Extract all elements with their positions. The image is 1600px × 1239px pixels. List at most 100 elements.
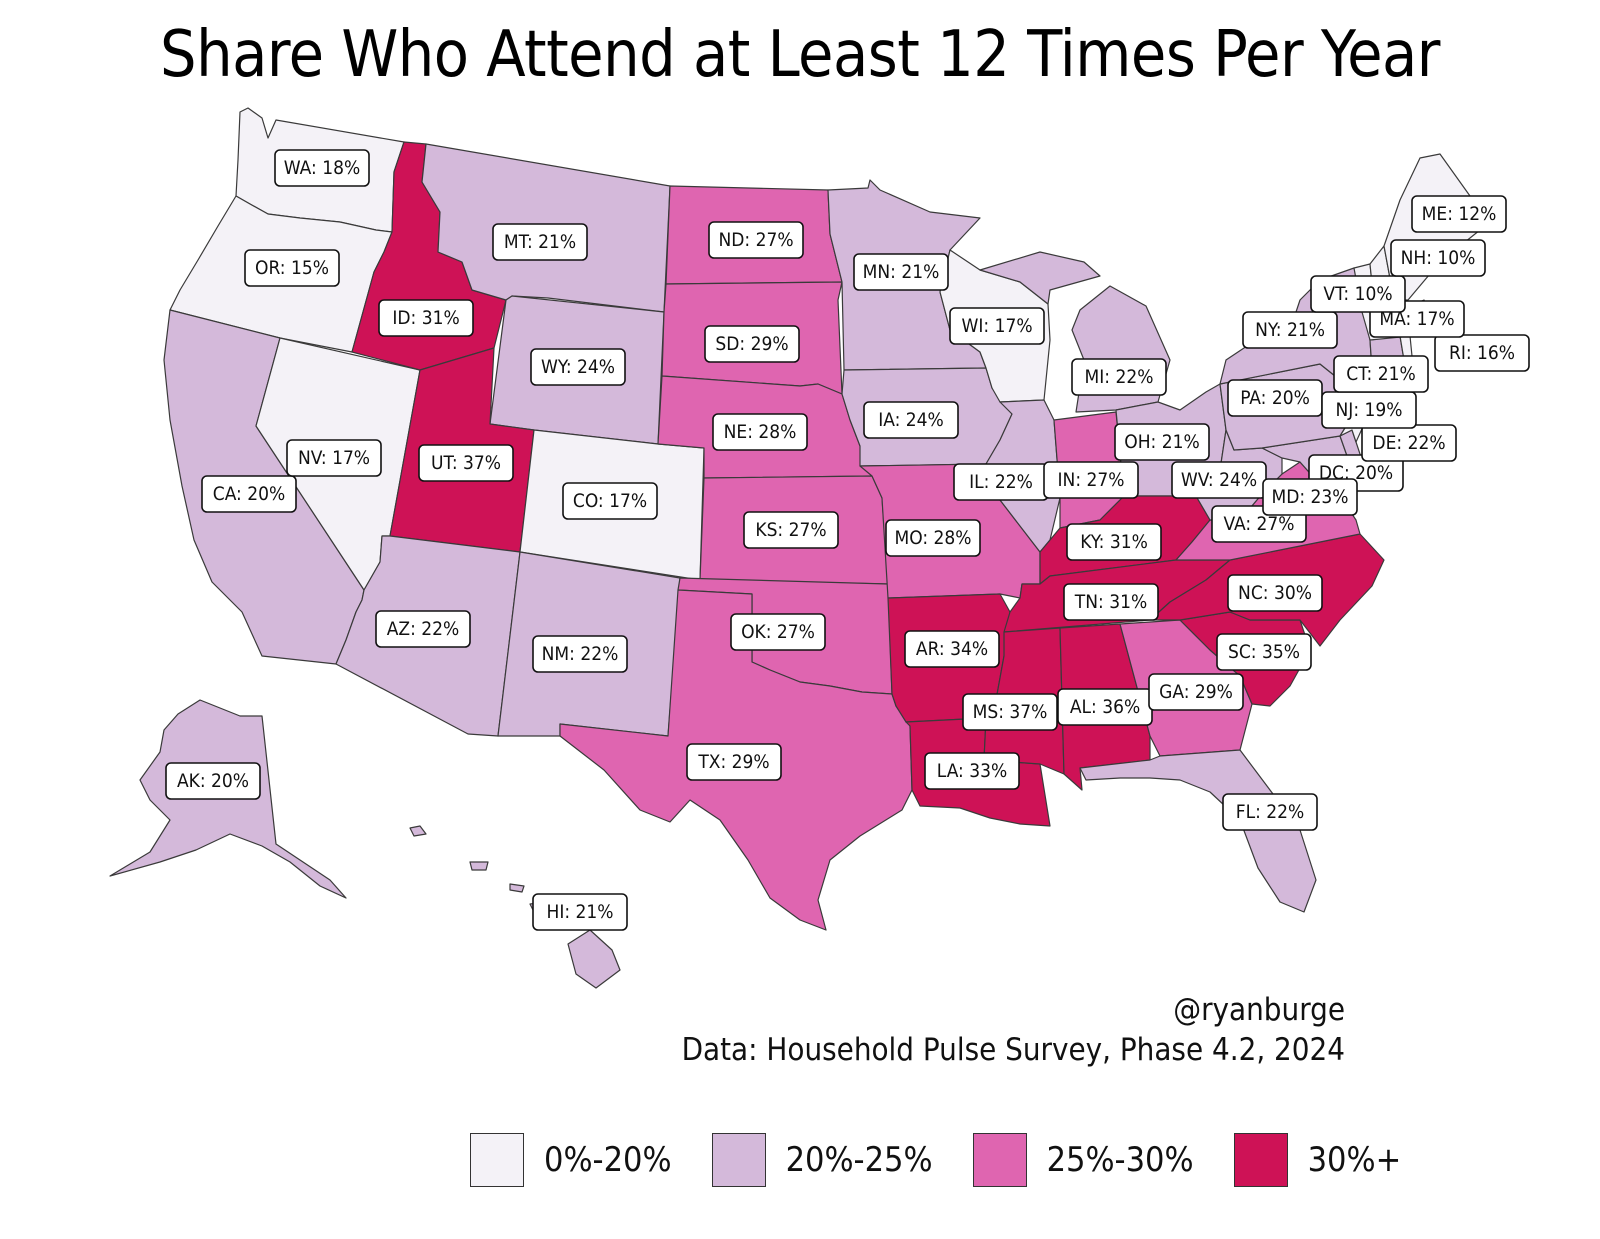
label-WY: WY: 24% (530, 348, 626, 386)
label-ND: ND: 27% (708, 221, 804, 259)
label-NE: NE: 28% (712, 413, 808, 451)
labels-layer: WA: 18% OR: 15% CA: 20% NV: 17% ID: 31% … (165, 149, 1530, 931)
label-WA: WA: 18% (274, 149, 370, 187)
legend-label-3: 30%+ (1307, 1140, 1402, 1180)
label-MT-text: MT: 21% (504, 231, 576, 253)
legend-swatch-3 (1233, 1133, 1288, 1187)
label-KY: KY: 31% (1066, 523, 1162, 561)
label-MA-text: MA: 17% (1379, 308, 1454, 330)
label-NC-text: NC: 30% (1238, 582, 1312, 604)
label-UT-text: UT: 37% (431, 452, 501, 474)
label-DE-text: DE: 22% (1372, 432, 1445, 454)
label-SD: SD: 29% (704, 325, 800, 363)
label-KS-text: KS: 27% (755, 519, 826, 541)
label-FL-text: FL: 22% (1236, 801, 1305, 823)
label-TX-text: TX: 29% (697, 751, 769, 773)
label-SC-text: SC: 35% (1228, 641, 1300, 663)
label-OK: OK: 27% (730, 613, 826, 651)
label-MN: MN: 21% (853, 253, 949, 291)
label-OH-text: OH: 21% (1124, 431, 1200, 453)
label-CT-text: CT: 21% (1346, 363, 1415, 385)
label-MO-text: MO: 28% (894, 527, 971, 549)
label-CA: CA: 20% (201, 475, 297, 513)
legend-item-0: 0%-20% (470, 1133, 672, 1187)
label-IA: IA: 24% (863, 401, 959, 439)
legend: 0%-20% 20%-25% 25%-30% 30%+ (470, 1130, 1441, 1190)
label-KY-text: KY: 31% (1080, 531, 1148, 553)
label-VA-text: VA: 27% (1223, 513, 1294, 535)
label-TX: TX: 29% (686, 743, 782, 781)
label-GA-text: GA: 29% (1159, 681, 1233, 703)
label-MO: MO: 28% (885, 519, 981, 557)
label-AL-text: AL: 36% (1070, 696, 1140, 718)
label-NM: NM: 22% (532, 635, 628, 673)
label-IN: IN: 27% (1043, 461, 1139, 499)
label-NV-text: NV: 17% (298, 447, 370, 469)
label-SD-text: SD: 29% (715, 333, 788, 355)
label-AZ-text: AZ: 22% (387, 618, 460, 640)
label-AR-text: AR: 34% (916, 638, 988, 660)
label-NY-text: NY: 21% (1255, 319, 1325, 341)
label-CA-text: CA: 20% (213, 483, 285, 505)
legend-item-1: 20%-25% (711, 1133, 933, 1187)
legend-label-0: 0%-20% (544, 1140, 672, 1180)
label-AK: AK: 20% (165, 762, 261, 800)
label-WA-text: WA: 18% (284, 157, 360, 179)
label-NC: NC: 30% (1227, 574, 1323, 612)
label-MS-text: MS: 37% (973, 701, 1048, 723)
label-AK-text: AK: 20% (177, 770, 249, 792)
label-NM-text: NM: 22% (542, 643, 619, 665)
label-TN-text: TN: 31% (1074, 591, 1147, 613)
label-WV: WV: 24% (1171, 461, 1267, 499)
label-HI: HI: 21% (532, 893, 628, 931)
label-MS: MS: 37% (962, 693, 1058, 731)
label-MN-text: MN: 21% (863, 261, 940, 283)
label-NJ: NJ: 19% (1321, 391, 1417, 429)
label-MI-text: MI: 22% (1085, 366, 1154, 388)
label-DE: DE: 22% (1361, 424, 1457, 462)
label-AZ: AZ: 22% (375, 610, 471, 648)
label-SC: SC: 35% (1216, 633, 1312, 671)
label-KS: KS: 27% (743, 511, 839, 549)
label-VT: VT: 10% (1310, 275, 1406, 313)
label-RI: RI: 16% (1434, 334, 1530, 372)
label-VT-text: VT: 10% (1323, 283, 1392, 305)
label-ME: ME: 12% (1411, 195, 1507, 233)
label-WI: WI: 17% (949, 307, 1045, 345)
label-MT: MT: 21% (492, 223, 588, 261)
label-WI-text: WI: 17% (961, 315, 1032, 337)
legend-swatch-0 (470, 1133, 524, 1187)
label-ID: ID: 31% (378, 299, 474, 337)
label-IA-text: IA: 24% (878, 409, 944, 431)
label-NJ-text: NJ: 19% (1335, 399, 1402, 421)
label-IN-text: IN: 27% (1057, 469, 1124, 491)
label-AR: AR: 34% (904, 630, 1000, 668)
label-OR: OR: 15% (244, 249, 340, 287)
label-CO-text: CO: 17% (573, 490, 647, 512)
map-title: Share Who Attend at Least 12 Times Per Y… (160, 18, 1440, 92)
label-FL: FL: 22% (1222, 793, 1318, 831)
label-NY: NY: 21% (1242, 311, 1338, 349)
label-MD-text: MD: 23% (1271, 486, 1348, 508)
label-RI-text: RI: 16% (1449, 342, 1515, 364)
label-NV: NV: 17% (286, 439, 382, 477)
label-IL-text: IL: 22% (969, 471, 1033, 493)
label-GA: GA: 29% (1148, 673, 1244, 711)
author-handle: @ryanburge (1173, 992, 1345, 1028)
label-WV-text: WV: 24% (1181, 469, 1257, 491)
legend-swatch-1 (711, 1133, 766, 1187)
label-MI: MI: 22% (1071, 358, 1167, 396)
legend-item-3: 30%+ (1233, 1133, 1402, 1187)
label-ID-text: ID: 31% (392, 307, 459, 329)
label-LA-text: LA: 33% (937, 760, 1008, 782)
label-NH-text: NH: 10% (1401, 247, 1476, 269)
label-CT: CT: 21% (1333, 355, 1429, 393)
credit-block: @ryanburge Data: Household Pulse Survey,… (682, 990, 1345, 1070)
legend-item-2: 25%-30% (972, 1133, 1194, 1187)
label-MD: MD: 23% (1262, 478, 1358, 516)
label-ME-text: ME: 12% (1422, 203, 1497, 225)
label-HI-text: HI: 21% (546, 901, 613, 923)
label-WY-text: WY: 24% (541, 356, 615, 378)
label-PA: PA: 20% (1227, 379, 1323, 417)
